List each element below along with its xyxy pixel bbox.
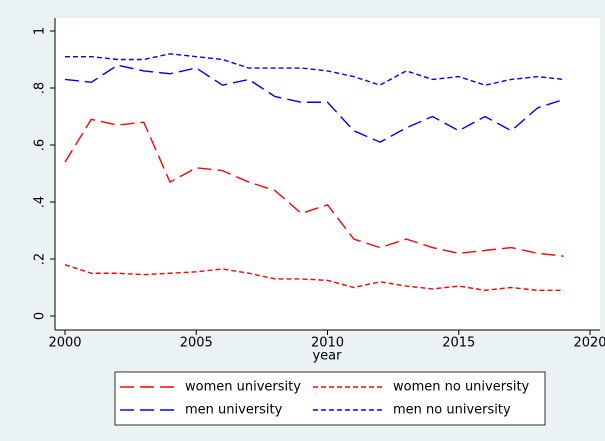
y-tick-label: .4 — [33, 196, 48, 208]
legend — [114, 371, 546, 426]
y-tick-label: 1 — [33, 27, 48, 35]
series-line — [64, 118, 564, 257]
y-tick-label: .8 — [33, 82, 48, 94]
x-tick-label: 2015 — [442, 336, 475, 351]
legend-label: women no university — [393, 380, 530, 395]
series-line — [64, 64, 564, 143]
x-tick-label: 2005 — [180, 336, 213, 351]
legend-label: men university — [185, 403, 283, 418]
legend-label: men no university — [393, 403, 511, 418]
x-tick-label: 2010 — [311, 336, 344, 351]
x-axis-title: year — [312, 349, 342, 364]
legend-label: women university — [185, 380, 301, 395]
y-tick-label: .6 — [33, 139, 48, 151]
x-tick-label: 2000 — [48, 336, 81, 351]
y-tick-label: 0 — [33, 312, 48, 320]
series-line — [65, 53, 564, 86]
series-line — [64, 264, 564, 292]
plot-area — [55, 18, 600, 330]
y-tick-label: .2 — [33, 253, 48, 265]
x-tick-label: 2020 — [573, 336, 605, 351]
